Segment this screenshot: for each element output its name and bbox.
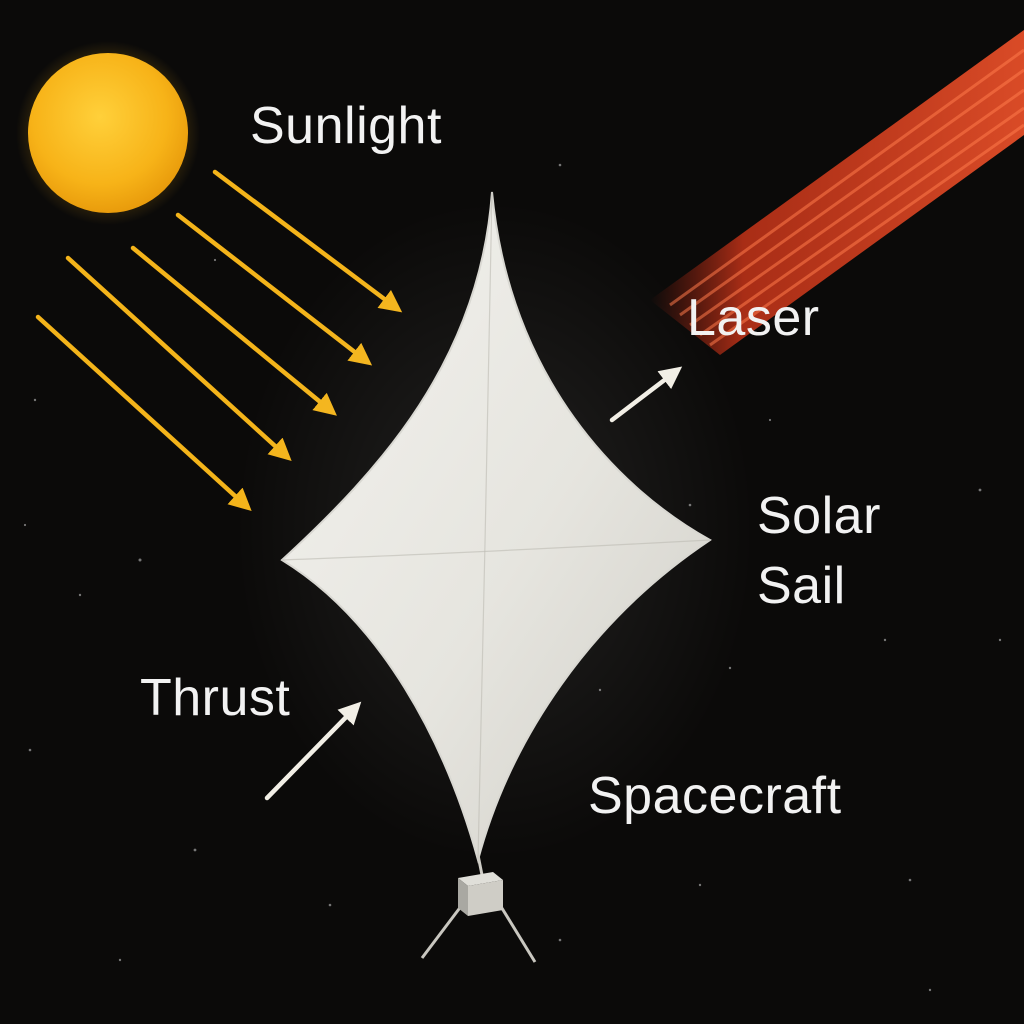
laser-beam — [650, 30, 1024, 355]
sail-seams — [281, 191, 711, 861]
spacecraft-label: Spacecraft — [588, 767, 842, 825]
spacecraft-icon — [420, 854, 537, 963]
sunlight-label: Sunlight — [250, 97, 442, 155]
sun-icon — [28, 53, 188, 213]
sunlight-arrow-icon — [35, 314, 252, 512]
solar-sail-label-line1: Solar — [757, 487, 881, 545]
solar-sail-label-line2: Sail — [757, 557, 846, 615]
thrust-arrow-icon — [264, 701, 362, 801]
laser-label: Laser — [687, 289, 820, 347]
thrust-arrows — [264, 366, 683, 801]
thrust-label: Thrust — [140, 669, 291, 727]
reflection-arrow-icon — [609, 366, 683, 423]
sunlight-arrow-icon — [65, 255, 292, 462]
